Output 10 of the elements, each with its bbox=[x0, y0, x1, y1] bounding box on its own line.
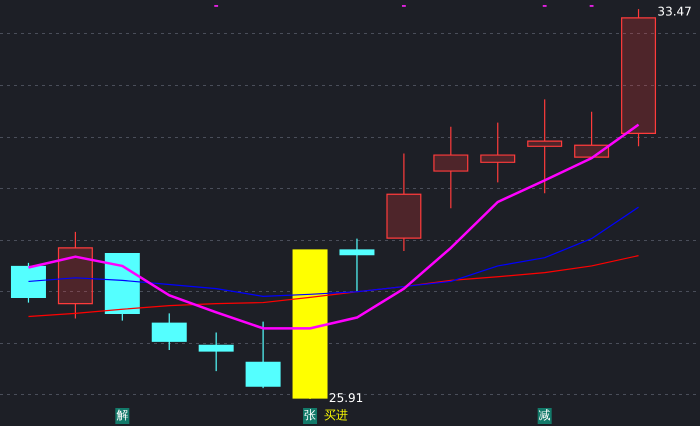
candlestick bbox=[621, 8, 656, 147]
x-tick-label: 解 bbox=[116, 408, 128, 422]
annotation: 25.91 bbox=[328, 391, 364, 406]
annotation: 33.47 bbox=[657, 4, 692, 18]
candlestick bbox=[246, 321, 281, 389]
candlestick bbox=[386, 152, 422, 252]
text: 买进 bbox=[324, 408, 348, 422]
x-tick-label: 张 bbox=[304, 408, 316, 422]
candlestick bbox=[433, 126, 468, 209]
x-tick-label: 减 bbox=[538, 408, 551, 422]
